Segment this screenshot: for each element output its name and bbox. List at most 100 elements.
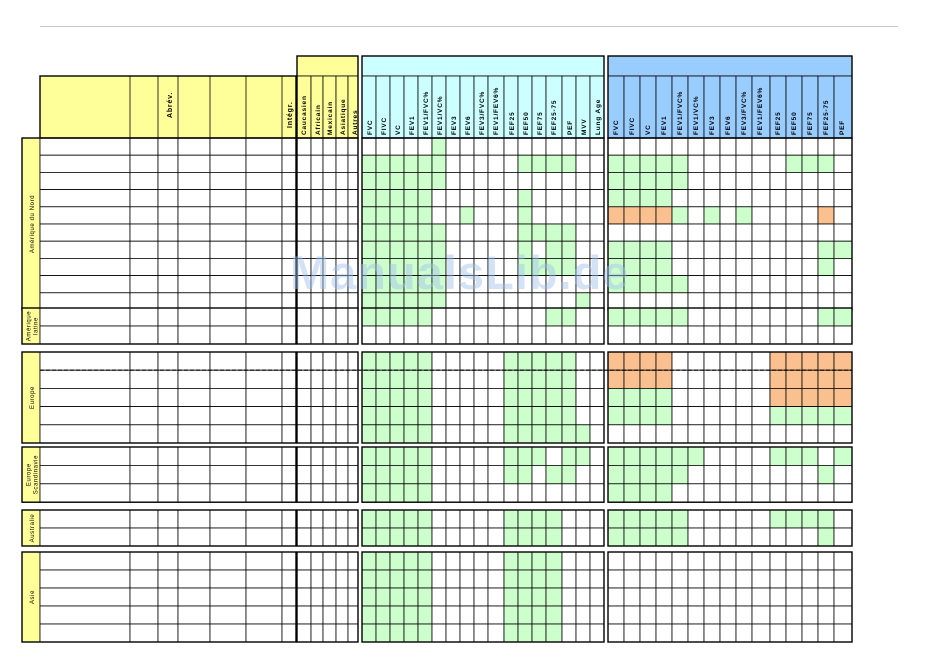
second-cell	[623, 551, 641, 571]
second-cell	[801, 446, 819, 466]
second-cell	[703, 189, 721, 208]
table-cell	[209, 307, 247, 327]
second-cell	[703, 605, 721, 625]
block-border-g2	[607, 551, 853, 643]
spirometry-cell	[375, 223, 391, 242]
second-cell	[655, 325, 673, 345]
second-cell	[751, 587, 771, 607]
second-cell	[769, 171, 787, 190]
spirometry-cell	[417, 325, 433, 345]
table-cell	[129, 551, 159, 571]
spirometry-cell	[417, 223, 433, 242]
spirometry-cell	[545, 171, 563, 190]
table-cell	[39, 569, 131, 589]
second-cell	[639, 569, 657, 589]
spirometry-cell	[445, 351, 461, 371]
spirometry-cell	[417, 605, 433, 625]
table-cell	[209, 483, 247, 503]
spirometry-cell	[445, 527, 461, 547]
table-cell	[245, 325, 283, 345]
second-cell	[735, 623, 753, 643]
spirometry-cell	[417, 171, 433, 190]
table-cell	[245, 206, 283, 225]
ethnicity-cell	[310, 569, 324, 589]
ethnicity-cell	[335, 154, 349, 173]
ethnicity-cell	[347, 483, 359, 503]
spirometry-cell	[389, 587, 405, 607]
second-cell	[833, 369, 853, 389]
spirometry-cell	[459, 509, 475, 529]
table-cell	[281, 446, 297, 466]
second-cell	[607, 154, 625, 173]
second-cell	[769, 325, 787, 345]
table-cell	[157, 569, 179, 589]
ethnicity-cell	[335, 551, 349, 571]
second-cell	[817, 171, 835, 190]
ethnicity-cell	[347, 325, 359, 345]
second-cell	[623, 569, 641, 589]
second-cell	[817, 137, 835, 156]
second-cell	[801, 387, 819, 407]
table-cell	[245, 623, 283, 643]
spirometry-cell	[459, 623, 475, 643]
ethnicity-cell	[310, 509, 324, 529]
spirometry-cell	[473, 464, 489, 485]
second-cell	[785, 154, 803, 173]
second-cell	[623, 464, 641, 485]
table-cell	[157, 509, 179, 529]
table-cell	[157, 351, 179, 371]
spirometry-cell	[575, 623, 591, 643]
ethnicity-cell	[310, 605, 324, 625]
second-cell	[703, 424, 721, 444]
spirometry-cell	[545, 551, 563, 571]
spirometry-cell	[431, 527, 447, 547]
second-cell	[719, 351, 737, 371]
ethnicity-cell	[296, 406, 312, 426]
spirometry-cell	[545, 137, 563, 156]
second-cell	[833, 240, 853, 259]
second-cell	[655, 154, 673, 173]
second-cell	[687, 240, 705, 259]
spirometry-cell	[589, 387, 605, 407]
ethnicity-cell	[322, 369, 337, 389]
spirometry-cell	[445, 424, 461, 444]
header-border-g1	[361, 55, 605, 139]
spirometry-param-label: FEV3	[451, 116, 458, 135]
second-cell	[655, 223, 673, 242]
spirometry-cell	[545, 446, 563, 466]
second-cell	[719, 171, 737, 190]
block-border-eth	[296, 307, 359, 345]
table-cell	[129, 240, 159, 259]
second-cell	[607, 189, 625, 208]
second-cell	[687, 605, 705, 625]
spirometry-cell	[561, 369, 577, 389]
second-param-label: FEV1/VC%	[693, 96, 700, 135]
second-cell	[703, 240, 721, 259]
spirometry-cell	[487, 223, 505, 242]
table-cell	[209, 446, 247, 466]
region-label: Amérique	[27, 311, 33, 342]
table-cell	[177, 464, 211, 485]
second-cell	[687, 446, 705, 466]
second-cell	[833, 587, 853, 607]
table-cell	[281, 387, 297, 407]
ethnicity-cell	[322, 424, 337, 444]
ethnicity-cell	[296, 325, 312, 345]
ethnicity-cell	[347, 446, 359, 466]
second-cell	[639, 551, 657, 571]
second-cell	[833, 171, 853, 190]
second-cell	[639, 509, 657, 529]
spirometry-param-label: FEV1	[409, 116, 416, 135]
spirometry-cell	[445, 551, 461, 571]
second-cell	[833, 275, 853, 294]
second-cell	[833, 387, 853, 407]
spirometry-cell	[445, 587, 461, 607]
spirometry-cell	[487, 605, 505, 625]
spirometry-cell	[575, 406, 591, 426]
spirometry-cell	[431, 569, 447, 589]
spirometry-cell	[517, 483, 533, 503]
spirometry-cell	[389, 464, 405, 485]
second-cell	[751, 189, 771, 208]
table-cell	[281, 325, 297, 345]
spirometry-cell	[389, 509, 405, 529]
